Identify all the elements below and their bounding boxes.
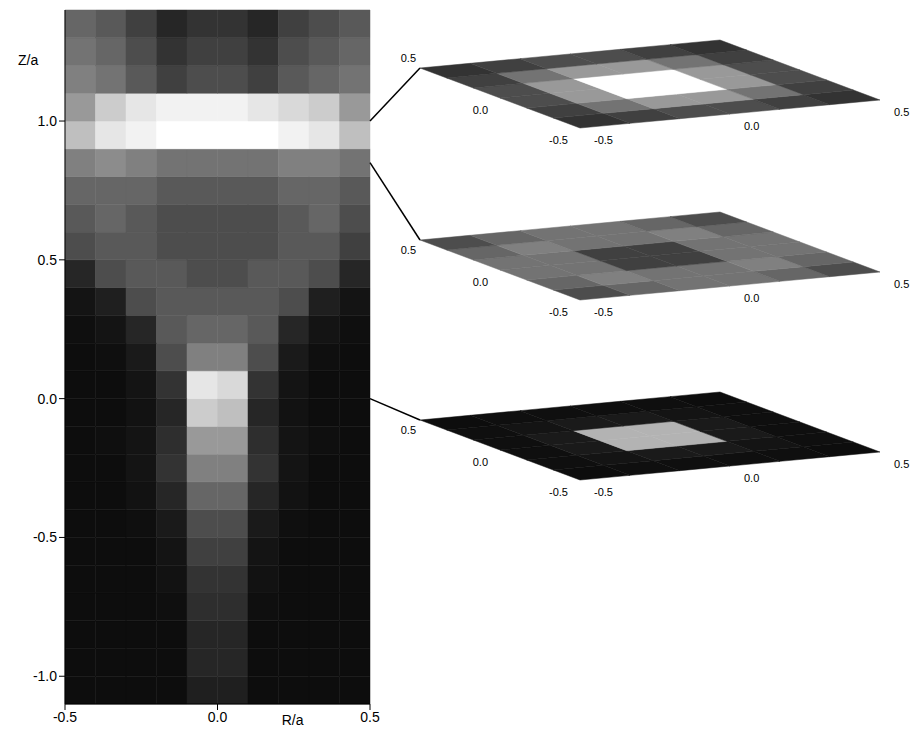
svg-text:0.0: 0.0 — [473, 456, 488, 468]
svg-text:0.0: 0.0 — [208, 709, 228, 725]
svg-text:0.0: 0.0 — [744, 292, 759, 304]
svg-text:-0.5: -0.5 — [53, 709, 77, 725]
svg-text:-0.5: -0.5 — [594, 306, 613, 318]
svg-text:1.0: 1.0 — [38, 113, 58, 129]
svg-text:0.5: 0.5 — [38, 252, 58, 268]
svg-text:0.5: 0.5 — [894, 458, 909, 470]
svg-text:0.5: 0.5 — [401, 424, 416, 436]
html-text:Z/a: Z/a — [18, 52, 39, 68]
svg-text:0.5: 0.5 — [401, 244, 416, 256]
svg-text:0.0: 0.0 — [473, 276, 488, 288]
html-text:R/a: R/a — [281, 712, 304, 728]
svg-text:-0.5: -0.5 — [549, 134, 568, 146]
svg-text:-0.5: -0.5 — [594, 134, 613, 146]
svg-text:0.0: 0.0 — [744, 120, 759, 132]
svg-text:-0.5: -0.5 — [549, 306, 568, 318]
svg-text:0.5: 0.5 — [360, 709, 380, 725]
svg-text:0.0: 0.0 — [473, 104, 488, 116]
svg-text:-0.5: -0.5 — [33, 529, 57, 545]
svg-text:0.5: 0.5 — [894, 278, 909, 290]
svg-text:-1.0: -1.0 — [33, 668, 57, 684]
svg-text:0.0: 0.0 — [38, 391, 58, 407]
svg-text:0.0: 0.0 — [744, 472, 759, 484]
svg-text:0.5: 0.5 — [401, 52, 416, 64]
svg-text:-0.5: -0.5 — [594, 486, 613, 498]
svg-text:0.5: 0.5 — [894, 106, 909, 118]
svg-text:-0.5: -0.5 — [549, 486, 568, 498]
